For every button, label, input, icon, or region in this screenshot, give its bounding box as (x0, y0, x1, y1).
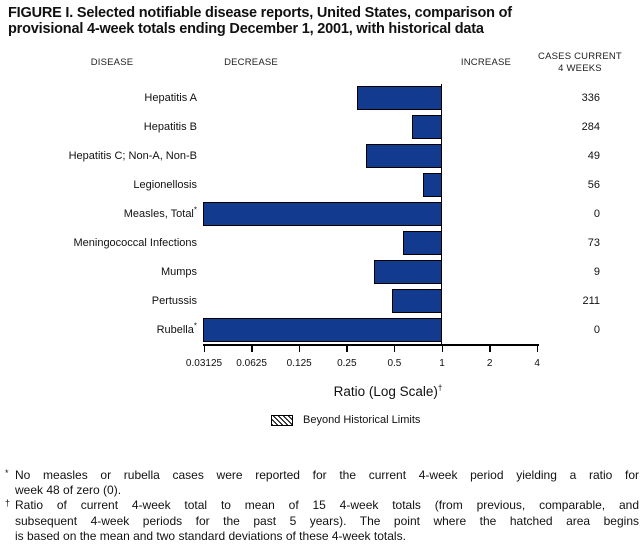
footnote: † Ratio of current 4-week total to mean o… (5, 498, 639, 544)
x-axis-tick (393, 346, 396, 352)
disease-label: Meningococcal Infections (73, 237, 197, 249)
hatched-swatch-icon (271, 415, 293, 426)
column-header-disease: DISEASE (90, 57, 134, 68)
disease-label: Mumps (160, 266, 197, 278)
x-axis-tick-label: 0.125 (286, 358, 312, 369)
cases-value: 284 (581, 121, 600, 133)
ratio-bar (423, 173, 442, 197)
x-axis-tick (489, 346, 491, 352)
ratio-bar (203, 202, 442, 226)
footnote: * No measles or rubella cases were report… (5, 468, 639, 498)
x-axis-tick (203, 346, 205, 352)
cases-value: 56 (587, 179, 600, 191)
cases-value: 49 (587, 150, 600, 162)
column-header-increase: INCREASE (460, 57, 512, 68)
x-axis-title: Ratio (Log Scale)† (288, 384, 488, 399)
x-axis-tick-label: 0.25 (337, 358, 357, 369)
ratio-bar (412, 115, 442, 139)
disease-label: Pertussis (151, 295, 197, 307)
column-header-decrease: DECREASE (224, 57, 278, 68)
ratio-bar (391, 289, 442, 313)
disease-label: Hepatitis C; Non-A, Non-B (68, 150, 197, 162)
x-axis-tick (441, 346, 443, 352)
ratio-bar (403, 231, 442, 255)
footnotes: * No measles or rubella cases were report… (5, 468, 639, 544)
disease-label: Rubella* (156, 321, 197, 336)
footnote-marker: † (5, 498, 11, 509)
column-header-cases: CASES CURRENT 4 WEEKS (519, 51, 641, 75)
cases-value: 0 (593, 208, 600, 220)
ratio-bar (373, 260, 442, 284)
ratio-bar (365, 144, 442, 168)
footnote-line: is based on the mean and two standard de… (15, 528, 406, 543)
x-axis-tick (298, 346, 301, 352)
x-axis-tick-label: 1 (439, 358, 445, 369)
x-axis-tick-label: 4 (534, 358, 540, 369)
cases-value: 211 (582, 295, 600, 307)
column-header-cases-line2: 4 WEEKS (558, 63, 602, 74)
x-axis-title-text: Ratio (Log Scale) (333, 384, 438, 399)
legend-label: Beyond Historical Limits (303, 414, 421, 426)
x-axis-line (203, 344, 539, 346)
x-axis-tick (536, 346, 539, 352)
cases-value: 0 (593, 324, 600, 336)
ratio-bar (356, 86, 442, 110)
x-axis-tick-label: 0.0625 (236, 358, 267, 369)
x-axis-tick (251, 346, 253, 352)
x-axis-tick-label: 0.03125 (185, 358, 223, 369)
x-axis-tick (346, 346, 348, 352)
column-header-cases-line1: CASES CURRENT (538, 51, 622, 62)
footnote-line: week 48 of zero (0). (15, 483, 122, 498)
cases-value: 73 (587, 237, 600, 249)
disease-label: Legionellosis (133, 179, 197, 191)
figure-title-line1: FIGURE I. Selected notifiable disease re… (8, 5, 512, 21)
disease-label: Measles, Total* (123, 205, 197, 220)
cases-value: 9 (593, 266, 600, 278)
figure-title-line2: provisional 4-week totals ending Decembe… (8, 21, 484, 37)
x-axis-title-dagger: † (437, 383, 443, 393)
footnote-line: Ratio of current 4-week total to mean of… (15, 498, 639, 513)
footnote-line: subsequent 4-week periods for the past 5… (15, 513, 639, 528)
footnote-marker: * (193, 205, 197, 215)
disease-label: Hepatitis B (143, 121, 197, 133)
figure-title: FIGURE I. Selected notifiable disease re… (8, 5, 640, 37)
cases-value: 336 (581, 92, 600, 104)
ratio-bar (203, 318, 442, 342)
disease-label: Hepatitis A (144, 92, 197, 104)
footnote-line: No measles or rubella cases were reporte… (15, 468, 639, 482)
x-axis-tick-label: 0.5 (387, 358, 402, 369)
footnote-marker: * (5, 468, 9, 478)
x-axis-tick-label: 2 (486, 358, 493, 369)
footnote-marker: * (193, 321, 197, 331)
